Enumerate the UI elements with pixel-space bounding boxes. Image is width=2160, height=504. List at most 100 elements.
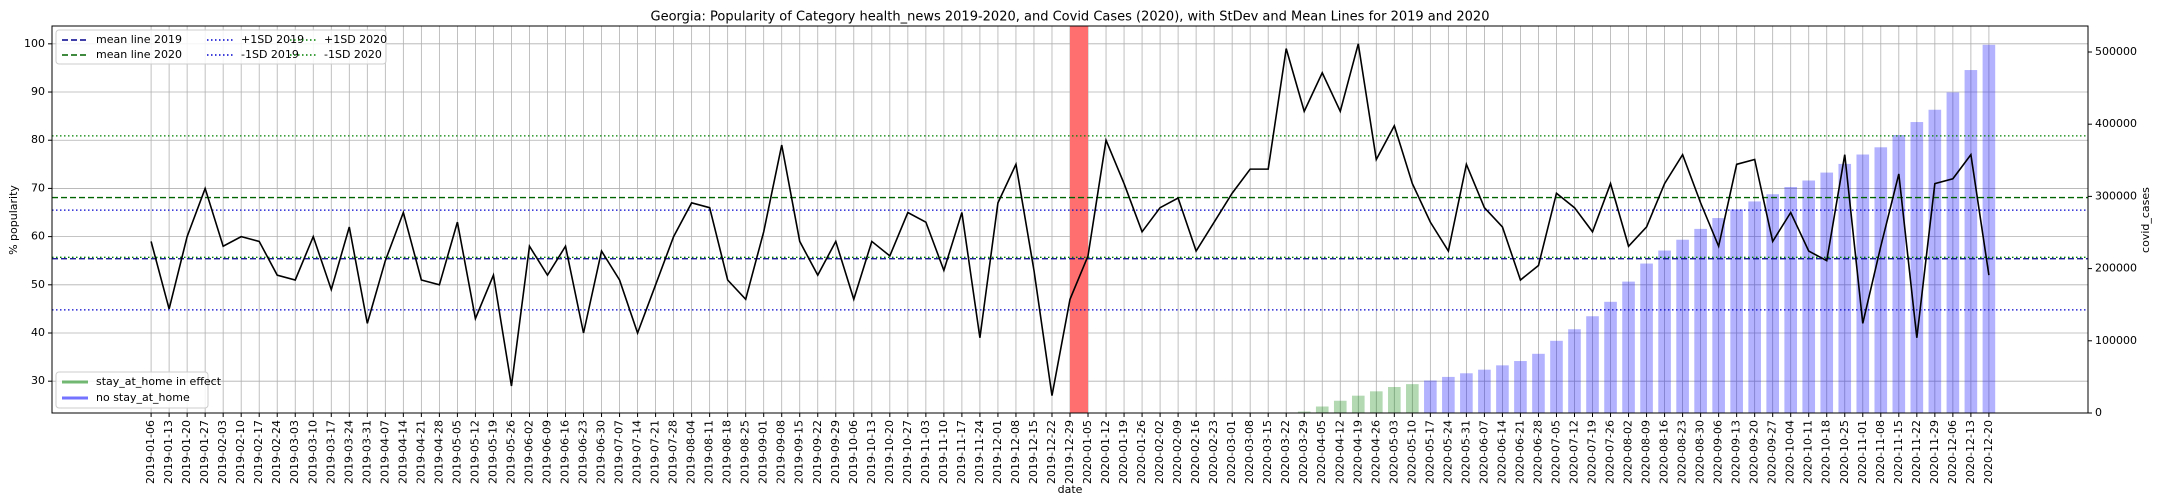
bar — [1748, 201, 1761, 413]
x-tick-label: 2019-11-03 — [919, 420, 932, 484]
bar — [1424, 380, 1437, 413]
x-tick-label: 2020-08-16 — [1658, 420, 1671, 484]
x-tick-label: 2020-05-10 — [1405, 420, 1418, 484]
x-tick-label: 2019-04-14 — [396, 420, 409, 484]
x-tick-label: 2020-10-18 — [1820, 420, 1833, 484]
x-tick-label: 2019-02-03 — [216, 420, 229, 484]
bar — [1514, 361, 1527, 413]
legend-label: +1SD 2020 — [324, 33, 387, 46]
x-tick-label: 2019-08-11 — [703, 420, 716, 484]
bar — [1658, 250, 1671, 413]
x-tick-label: 2020-08-30 — [1694, 420, 1707, 484]
bar — [1874, 147, 1888, 413]
x-tick-label: 2019-07-28 — [667, 420, 680, 484]
bar — [1442, 376, 1455, 413]
bar — [1297, 411, 1311, 413]
bar — [1478, 369, 1491, 413]
x-tick-label: 2020-05-17 — [1423, 420, 1436, 484]
legend-label: no stay_at_home — [96, 391, 190, 404]
x-tick-label: 2019-06-02 — [522, 420, 535, 484]
y2-tick-label: 0 — [2095, 406, 2102, 419]
x-tick-label: 2019-03-31 — [360, 420, 373, 484]
x-tick-label: 2020-08-23 — [1676, 420, 1689, 484]
x-tick-label: 2019-03-03 — [288, 420, 301, 484]
x-tick-label: 2020-09-13 — [1730, 420, 1743, 484]
x-tick-label: 2019-04-07 — [378, 420, 391, 484]
x-tick-label: 2019-06-23 — [577, 420, 590, 484]
x-tick-label: 2019-01-06 — [144, 420, 157, 484]
bar — [1586, 316, 1599, 413]
y2-tick-label: 500000 — [2095, 45, 2137, 58]
bar — [1766, 194, 1779, 413]
x-tick-label: 2020-01-05 — [1081, 420, 1094, 484]
y2-tick-label: 300000 — [2095, 189, 2137, 202]
x-tick-label: 2020-12-06 — [1946, 420, 1959, 484]
x-tick-label: 2020-02-23 — [1207, 420, 1220, 484]
bar — [1946, 92, 1960, 413]
bar — [1406, 384, 1419, 413]
x-tick-label: 2019-08-25 — [739, 420, 752, 484]
x-tick-label: 2019-06-16 — [559, 420, 572, 484]
x-tick-label: 2020-06-28 — [1531, 420, 1544, 484]
x-tick-label: 2019-08-04 — [685, 420, 698, 484]
x-tick-label: 2020-07-05 — [1549, 420, 1562, 484]
legend-label: stay_at_home in effect — [96, 375, 222, 388]
x-tick-label: 2020-04-26 — [1369, 420, 1382, 484]
x-tick-label: 2019-09-15 — [793, 420, 806, 484]
x-tick-label: 2019-09-08 — [775, 420, 788, 484]
x-tick-label: 2020-07-26 — [1604, 420, 1617, 484]
x-tick-label: 2019-06-30 — [595, 420, 608, 484]
bar — [1333, 400, 1347, 413]
x-tick-label: 2020-02-02 — [1153, 420, 1166, 484]
x-tick-label: 2019-04-28 — [432, 420, 445, 484]
x-tick-label: 2020-03-15 — [1261, 420, 1274, 484]
bar — [1784, 187, 1798, 413]
y2-tick-label: 200000 — [2095, 262, 2137, 275]
x-tick-label: 2020-10-25 — [1838, 420, 1851, 484]
x-tick-label: 2020-09-06 — [1712, 420, 1725, 484]
x-tick-label: 2020-12-13 — [1964, 420, 1977, 484]
bar — [1712, 218, 1725, 413]
x-tick-label: 2020-11-29 — [1928, 420, 1941, 484]
x-tick-label: 2019-12-08 — [1009, 420, 1022, 484]
bar — [1964, 70, 1978, 413]
x-tick-label: 2019-03-10 — [306, 420, 319, 484]
x-tick-label: 2020-08-09 — [1640, 420, 1653, 484]
x-tick-label: 2019-10-20 — [883, 420, 896, 484]
bar — [1315, 406, 1329, 413]
x-tick-label: 2019-05-19 — [486, 420, 499, 484]
x-tick-label: 2020-03-08 — [1243, 420, 1256, 484]
bar — [1496, 365, 1509, 413]
plot-frame — [51, 25, 2089, 414]
x-tick-label: 2019-09-01 — [757, 420, 770, 484]
x-tick-label: 2020-04-12 — [1333, 420, 1346, 484]
x-tick-label: 2019-11-17 — [955, 420, 968, 484]
x-tick-label: 2020-11-22 — [1910, 420, 1923, 484]
legend-label: mean line 2020 — [96, 48, 182, 61]
x-tick-label: 2020-07-19 — [1586, 420, 1599, 484]
x-tick-label: 2019-05-26 — [504, 420, 517, 484]
bar — [1910, 122, 1924, 413]
y-tick-label: 30 — [31, 374, 45, 387]
x-tick-label: 2019-07-14 — [631, 420, 644, 484]
y-tick-label: 50 — [31, 278, 45, 291]
x-tick-label: 2019-01-27 — [198, 420, 211, 484]
bar — [1838, 163, 1852, 413]
bar — [1694, 228, 1707, 413]
x-tick-label: 2019-03-17 — [324, 420, 337, 484]
x-tick-label: 2019-12-01 — [991, 420, 1004, 484]
x-tick-label: 2019-01-20 — [180, 420, 193, 484]
bar — [1460, 373, 1473, 413]
x-tick-label: 2020-07-12 — [1567, 420, 1580, 484]
x-tick-label: 2019-08-18 — [721, 420, 734, 484]
bar — [1351, 395, 1365, 413]
x-tick-label: 2020-11-15 — [1892, 420, 1905, 484]
x-tick-label: 2019-02-24 — [270, 420, 283, 484]
bar — [1604, 301, 1617, 413]
x-tick-label: 2020-01-19 — [1117, 420, 1130, 484]
x-tick-label: 2019-01-13 — [162, 420, 175, 484]
y2-tick-label: 100000 — [2095, 334, 2137, 347]
x-tick-label: 2020-06-14 — [1495, 420, 1508, 484]
bar — [1369, 391, 1383, 413]
